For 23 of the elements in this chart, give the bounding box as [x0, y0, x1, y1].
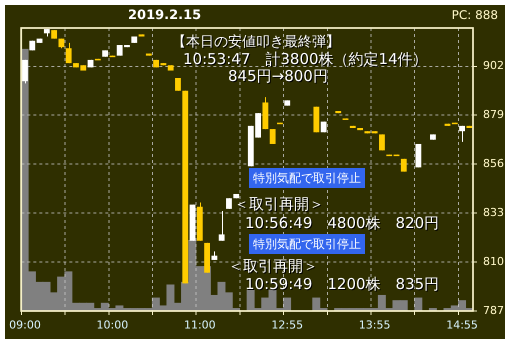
annotation: ＜取引再開＞ [228, 257, 318, 275]
annotation: 10:53:47 計3800株（約定14件） [183, 50, 428, 68]
y-tick-label: 787 [483, 304, 504, 317]
annotation: 845円→800円 [228, 67, 328, 85]
x-tick-label: 14:55 [446, 318, 478, 332]
x-tick-label: 10:00 [96, 318, 128, 332]
x-tick-label: 12:55 [271, 318, 304, 332]
y-tick-label: 902 [483, 59, 504, 72]
annotation: 10:59:49 1200株 835円 [245, 275, 440, 293]
annotation: 特別気配で取引停止 [249, 234, 365, 254]
y-tick-label: 856 [483, 157, 504, 170]
y-tick-label: 810 [483, 254, 504, 268]
annotation: ＜取引再開＞ [234, 195, 324, 213]
x-tick-label: 11:00 [184, 318, 216, 332]
annotation: 【本日の安値叩き最終弾】 [172, 33, 340, 51]
x-tick-label: 09:00 [9, 318, 41, 332]
chart-title: 2019.2.15 [128, 8, 202, 23]
y-tick-label: 879 [483, 108, 504, 122]
y-tick-label: 833 [483, 206, 504, 219]
x-tick-label: 13:55 [358, 318, 391, 332]
annotation: 10:56:49 4800株 820円 [245, 214, 440, 232]
annotation: 特別気配で取引停止 [249, 168, 365, 188]
chart-subtitle: PC: 888 [452, 8, 498, 22]
